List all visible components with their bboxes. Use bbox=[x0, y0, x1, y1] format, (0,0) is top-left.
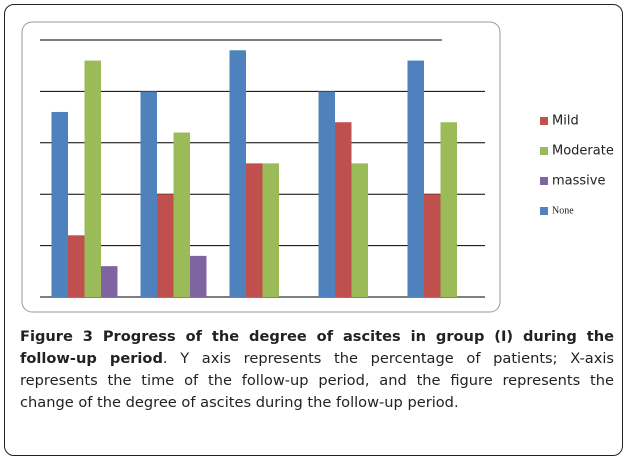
legend-label: Mild bbox=[552, 114, 579, 129]
bar bbox=[335, 122, 352, 298]
bar bbox=[351, 163, 368, 297]
bar bbox=[84, 60, 101, 298]
legend-swatch bbox=[540, 117, 548, 125]
bar bbox=[246, 163, 263, 297]
bar bbox=[407, 60, 424, 298]
bar bbox=[140, 91, 157, 298]
bar bbox=[157, 194, 174, 297]
legend-label: massive bbox=[552, 174, 605, 189]
bar bbox=[318, 91, 335, 298]
caption-bold: Figure 3 Progress of the degree of ascit… bbox=[20, 328, 614, 367]
caption-text: . Y axis represents the percentage of pa… bbox=[20, 350, 614, 411]
bar bbox=[190, 255, 207, 297]
chart-frame bbox=[21, 21, 501, 313]
bar bbox=[262, 163, 279, 297]
legend-swatch bbox=[540, 147, 548, 155]
legend-swatch bbox=[540, 207, 548, 215]
bar bbox=[101, 266, 118, 297]
legend-swatch bbox=[540, 177, 548, 185]
caption: Figure 3 Progress of the degree of ascit… bbox=[20, 326, 614, 414]
bar bbox=[424, 194, 441, 297]
bar bbox=[68, 235, 85, 297]
bar bbox=[229, 50, 246, 297]
bar bbox=[173, 132, 190, 297]
figure-frame bbox=[4, 4, 623, 456]
legend-label: Moderate bbox=[552, 144, 614, 159]
legend-label: None bbox=[552, 205, 574, 216]
bar bbox=[51, 111, 68, 298]
bar bbox=[440, 122, 457, 298]
